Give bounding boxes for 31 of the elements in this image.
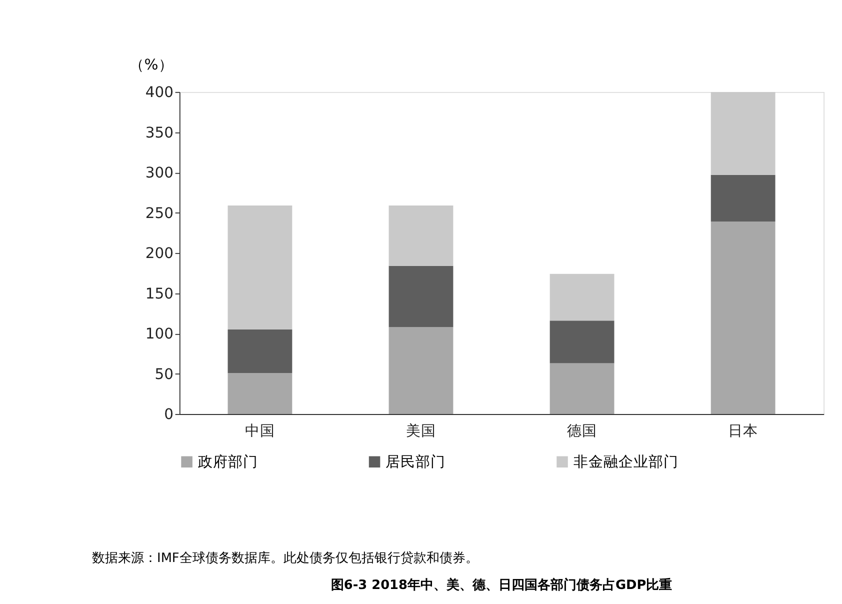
y-tick-label: 50 <box>154 366 174 383</box>
y-tick-label: 150 <box>145 285 174 302</box>
bar <box>550 363 614 414</box>
y-tick-label: 200 <box>145 245 174 262</box>
y-tick-label: 0 <box>164 406 174 424</box>
y-tick-label: 100 <box>145 326 174 343</box>
y-tick-label: 400 <box>145 84 174 102</box>
x-tick-label: 日本 <box>728 422 758 440</box>
bar <box>228 205 292 330</box>
bar <box>710 222 776 414</box>
legend-label: 非金融企业部门 <box>573 453 678 470</box>
bar <box>388 327 454 414</box>
x-tick-label: 美国 <box>406 422 436 440</box>
y-tick-label: 300 <box>145 164 174 182</box>
y-axis-title: （%） <box>129 56 174 74</box>
legend-label: 居民部门 <box>386 453 446 470</box>
text: 图6-3 2018年中、美、德、日四国各部门债务占GDP比重 <box>330 576 672 593</box>
bar <box>550 320 614 364</box>
bar <box>710 174 776 222</box>
y-tick-label: 250 <box>145 204 174 222</box>
bar <box>228 329 292 373</box>
source-note: 数据来源：IMF全球债务数据库。此处债务仅包括银行贷款和债券。 <box>92 551 478 566</box>
bar <box>550 274 614 321</box>
x-tick-label: 中国 <box>244 422 275 440</box>
y-tick-label: 350 <box>145 124 174 142</box>
bar <box>388 266 454 328</box>
bar <box>228 372 292 414</box>
x-tick-label: 德国 <box>567 422 598 440</box>
bar <box>388 205 454 266</box>
bar <box>710 92 776 175</box>
legend-label: 政府部门 <box>198 453 258 470</box>
